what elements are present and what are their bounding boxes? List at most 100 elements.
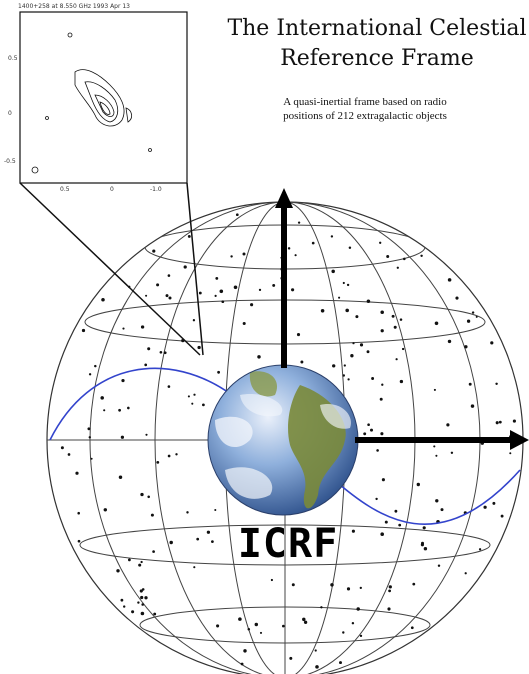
radio-source-dot	[88, 373, 92, 376]
radio-source-dot	[250, 303, 254, 307]
radio-source-dot	[468, 382, 472, 386]
radio-source-dot	[379, 241, 382, 244]
radio-source-dot	[401, 347, 405, 351]
radio-source-dot	[169, 540, 173, 545]
radio-source-dot	[399, 379, 404, 384]
radio-source-dot	[422, 526, 426, 530]
radio-source-dot	[490, 341, 494, 345]
radio-source-dot	[380, 432, 384, 436]
radio-source-dot	[187, 395, 190, 398]
radio-source-dot	[380, 532, 384, 536]
radio-source-dot	[352, 342, 355, 345]
radio-source-dot	[242, 321, 246, 326]
radio-source-dot	[347, 378, 350, 381]
radio-source-dot	[152, 249, 156, 253]
radio-source-dot	[87, 427, 91, 431]
radio-source-dot	[233, 285, 238, 290]
radio-source-dot	[81, 328, 86, 333]
radio-source-dot	[140, 611, 145, 616]
radio-source-dot	[320, 309, 325, 313]
radio-source-dot	[259, 631, 263, 634]
radio-source-dot	[342, 374, 346, 377]
radio-source-dot	[270, 578, 273, 582]
radio-source-dot	[147, 347, 151, 351]
radio-source-dot	[483, 505, 487, 509]
radio-source-dot	[512, 419, 516, 423]
radio-source-dot	[464, 345, 468, 349]
radio-source-dot	[314, 649, 317, 652]
radio-source-dot	[219, 289, 224, 294]
radio-source-dot	[214, 294, 217, 297]
radio-source-dot	[122, 327, 125, 330]
radio-source-dot	[395, 358, 398, 361]
radio-source-dot	[388, 589, 391, 593]
radio-source-dot	[186, 511, 189, 514]
radio-source-dot	[126, 406, 130, 410]
radio-source-dot	[296, 333, 301, 337]
radio-source-dot	[254, 622, 259, 627]
radio-source-dot	[141, 603, 144, 606]
radio-source-dot	[123, 605, 126, 608]
radio-source-dot	[243, 649, 247, 653]
radio-source-dot	[380, 329, 384, 333]
radio-source-dot	[118, 475, 123, 479]
radio-source-dot	[137, 601, 140, 604]
radio-source-dot	[399, 318, 403, 321]
radio-source-dot	[257, 355, 261, 359]
radio-source-dot	[221, 300, 225, 304]
radio-source-dot	[440, 508, 444, 512]
radio-source-dot	[366, 350, 370, 354]
radio-source-dot	[342, 631, 345, 634]
radio-source-dot	[287, 247, 291, 250]
radio-source-dot	[315, 665, 319, 669]
radio-source-dot	[386, 255, 390, 258]
radio-source-dot	[500, 514, 504, 518]
radio-source-dot	[393, 325, 397, 329]
radio-source-dot	[342, 281, 345, 285]
radio-source-dot	[90, 457, 93, 460]
radio-source-dot	[379, 397, 383, 401]
radio-source-dot	[282, 624, 285, 628]
radio-source-dot	[410, 626, 414, 630]
radio-source-dot	[330, 583, 334, 587]
radio-source-dot	[144, 596, 148, 600]
radio-source-dot	[140, 492, 144, 497]
radio-source-dot	[94, 364, 97, 368]
radio-source-dot	[330, 235, 334, 238]
radio-source-dot	[331, 269, 335, 274]
radio-source-dot	[215, 276, 219, 280]
radio-source-dot	[371, 377, 375, 380]
radio-source-dot	[495, 382, 498, 386]
radio-source-dot	[464, 572, 467, 575]
radio-source-dot	[60, 446, 64, 450]
radio-source-dot	[423, 547, 428, 551]
radio-source-dot	[147, 495, 150, 499]
inset-y-tick: -0.5	[4, 158, 16, 165]
radio-source-dot	[103, 508, 108, 512]
radio-source-dot	[369, 428, 374, 432]
radio-source-dot	[235, 213, 239, 217]
radio-source-dot	[470, 404, 475, 408]
radio-source-dot	[156, 283, 160, 287]
radio-source-dot	[300, 360, 304, 364]
radio-source-dot	[206, 530, 211, 534]
radio-source-dot	[384, 520, 388, 524]
radio-source-dot	[103, 409, 106, 412]
radio-source-dot	[398, 523, 402, 527]
radio-source-dot	[165, 294, 169, 298]
radio-source-dot	[332, 364, 336, 368]
radio-source-dot	[144, 363, 148, 367]
radio-source-dot	[153, 612, 157, 616]
radio-source-dot	[217, 370, 221, 374]
radio-source-dot	[167, 454, 171, 458]
inset-projection-lines	[19, 182, 204, 356]
inset-x-tick: 0.5	[60, 186, 70, 193]
radio-source-dot	[412, 582, 416, 586]
radio-source-dot	[437, 564, 441, 567]
radio-source-dot	[77, 539, 81, 543]
radio-source-dot	[139, 589, 143, 593]
radio-source-dot	[75, 471, 79, 475]
radio-source-dot	[131, 610, 135, 614]
radio-source-dot	[339, 661, 342, 665]
radio-source-dot	[421, 541, 424, 545]
